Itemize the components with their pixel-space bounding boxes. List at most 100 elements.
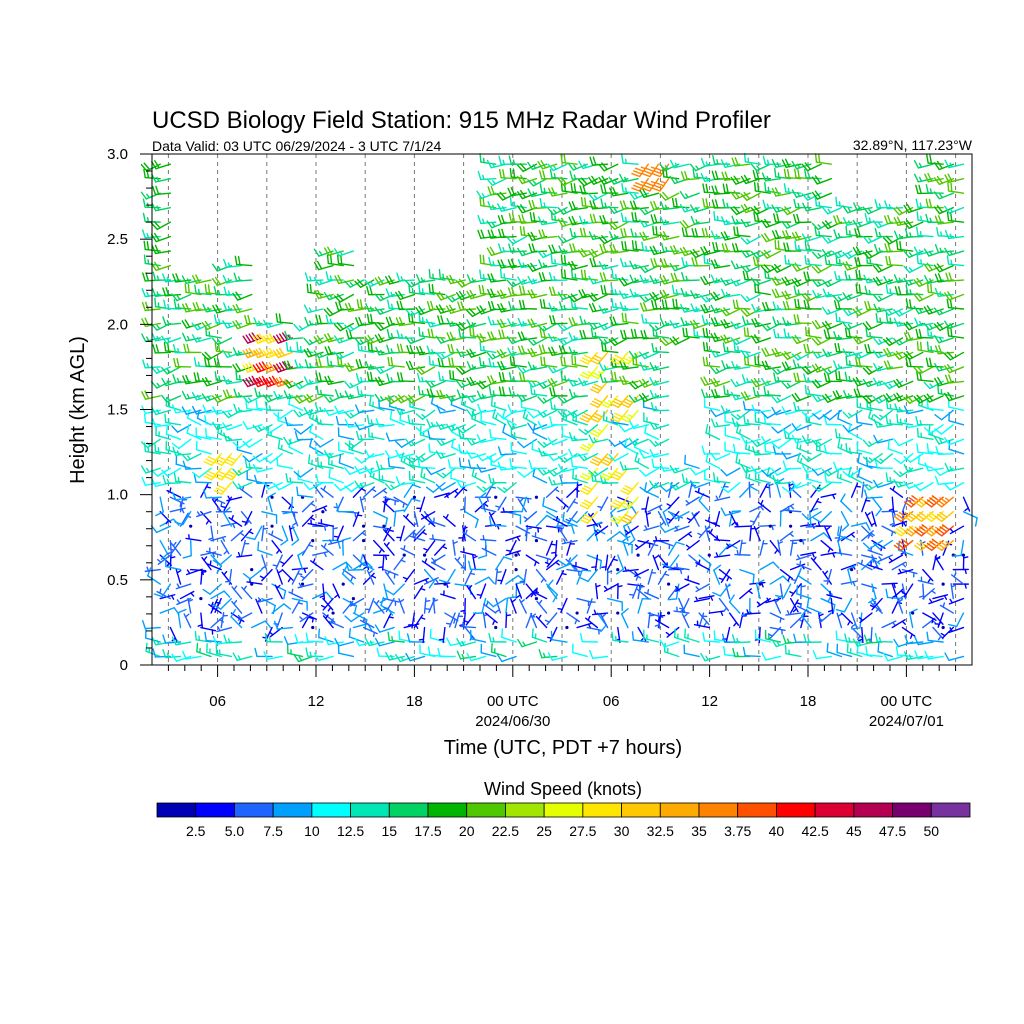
barb-full	[438, 579, 449, 584]
barb-staff	[464, 626, 476, 640]
barb-half	[278, 393, 282, 400]
wind-barb	[206, 643, 222, 658]
barb-half	[550, 543, 556, 546]
barb-full	[631, 240, 635, 250]
barb-half	[259, 575, 265, 579]
barb-full	[252, 335, 259, 344]
wind-barb	[497, 461, 517, 471]
barb-half	[239, 618, 242, 625]
barb-full	[348, 329, 353, 339]
barb-full	[592, 213, 597, 224]
wind-barb	[434, 543, 448, 556]
wind-barb	[378, 398, 395, 412]
barb-full	[153, 593, 163, 598]
wind-barb	[611, 631, 629, 643]
barb-half	[553, 173, 556, 179]
barb-full	[164, 413, 167, 424]
barb-full	[367, 427, 370, 438]
barb-half	[516, 536, 521, 542]
barb-full	[334, 335, 340, 344]
barb-full	[466, 652, 472, 662]
barb-full	[580, 196, 584, 207]
wind-barb	[599, 215, 619, 225]
barb-full	[344, 466, 351, 475]
barb-full	[458, 365, 466, 374]
barb-full	[541, 344, 546, 354]
barb-full	[262, 350, 269, 359]
wind-barb	[145, 642, 161, 658]
barb-full	[387, 631, 391, 642]
barb-half	[583, 455, 588, 460]
barb-half	[177, 347, 180, 354]
barb-full	[429, 388, 434, 398]
barb-full	[539, 328, 543, 338]
barb-full	[315, 372, 319, 382]
wind-barb	[487, 375, 507, 385]
wind-barb	[416, 274, 436, 284]
wind-barb	[383, 568, 399, 579]
wind-barb	[530, 612, 538, 629]
wind-barb	[492, 408, 507, 426]
wind-barb	[667, 568, 685, 575]
barb-full	[326, 254, 330, 265]
wind-barb	[155, 426, 172, 441]
wind-barb	[311, 625, 315, 630]
barb-full	[527, 422, 534, 431]
barb-staff	[603, 583, 619, 592]
calm-dot	[351, 596, 355, 601]
wind-barb	[150, 525, 172, 534]
barb-full	[440, 357, 444, 368]
barb-full	[507, 287, 513, 297]
barb-full	[548, 286, 553, 296]
barb-half	[280, 444, 283, 451]
barb-full	[599, 244, 604, 254]
barb-staff	[205, 334, 222, 339]
wind-barb	[223, 258, 243, 268]
barb-full	[496, 290, 503, 300]
wind-barb	[185, 568, 202, 576]
barb-staff	[431, 554, 446, 564]
barb-half	[308, 320, 312, 326]
barb-full	[649, 275, 655, 284]
barb-full	[623, 228, 627, 238]
barb-full	[315, 358, 319, 368]
barb-full	[509, 458, 513, 468]
wind-barb	[477, 214, 497, 225]
barb-half	[166, 380, 170, 386]
barb-full	[515, 581, 526, 585]
barb-full	[396, 372, 401, 382]
wind-barb	[466, 585, 477, 600]
barb-staff	[647, 568, 654, 585]
barb-full	[602, 472, 611, 479]
barb-staff	[532, 337, 548, 346]
wind-barb	[479, 341, 497, 354]
barb-half	[239, 532, 245, 536]
barb-staff	[399, 525, 405, 542]
barb-full	[486, 220, 493, 229]
wind-barb	[314, 403, 334, 413]
barb-full	[303, 304, 309, 314]
barb-full	[193, 372, 197, 382]
barb-half	[223, 570, 228, 576]
barb-full	[251, 375, 258, 384]
barb-full	[296, 486, 299, 496]
barb-full	[283, 380, 290, 389]
barb-full	[445, 305, 452, 314]
wind-barb	[606, 531, 627, 542]
wind-barb	[252, 463, 273, 473]
barb-half	[350, 443, 355, 448]
barb-full	[650, 201, 655, 211]
barb-full	[650, 214, 655, 224]
wind-barb	[215, 644, 233, 658]
barb-full	[651, 299, 655, 310]
barb-full	[486, 159, 493, 169]
barb-half	[256, 378, 261, 383]
wind-barb	[366, 313, 385, 325]
wind-barb	[312, 525, 329, 531]
barb-half	[166, 551, 172, 555]
wind-barb	[263, 650, 283, 660]
barb-full	[435, 483, 443, 492]
wind-barb	[171, 404, 192, 414]
barb-full	[653, 214, 658, 224]
wind-barb	[297, 550, 306, 571]
